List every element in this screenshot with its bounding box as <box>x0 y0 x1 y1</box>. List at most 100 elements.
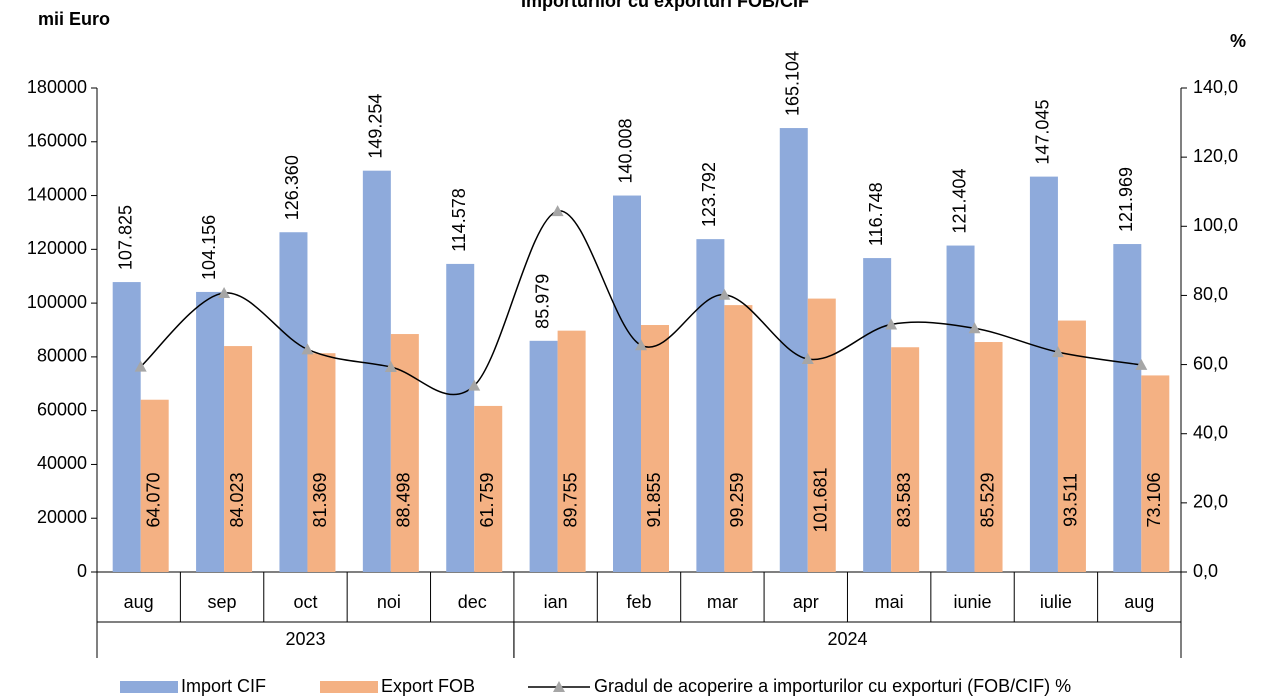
x-tick-label: oct <box>293 592 317 612</box>
bar <box>613 195 641 572</box>
bar <box>946 245 975 572</box>
data-label: 85.529 <box>977 472 997 527</box>
data-label: 126.360 <box>282 155 302 220</box>
line-marker <box>218 287 231 299</box>
y2-tick-label: 20,0 <box>1193 492 1228 512</box>
y2-tick-label: 60,0 <box>1193 353 1228 373</box>
bar <box>724 305 753 572</box>
data-label: 116.748 <box>866 182 886 246</box>
line-marker <box>635 339 647 351</box>
y-tick-label: 140000 <box>27 184 87 204</box>
data-label: 61.759 <box>477 472 497 527</box>
data-label: 89.755 <box>560 472 580 527</box>
bar <box>474 405 503 572</box>
line-marker <box>384 360 397 372</box>
bar <box>279 232 308 572</box>
data-label: 81.369 <box>310 472 330 527</box>
data-label: 83.583 <box>894 472 914 527</box>
legend-swatch <box>120 681 178 693</box>
line-marker <box>968 322 981 334</box>
y-tick-label: 160000 <box>27 131 87 151</box>
legend-label: Import CIF <box>181 676 266 696</box>
data-label: 88.498 <box>394 472 414 527</box>
data-label: 114.578 <box>449 188 469 252</box>
data-label: 107.825 <box>115 205 135 270</box>
legend-label: Export FOB <box>381 676 475 696</box>
y2-axis-title: % <box>1230 31 1246 51</box>
bar <box>1141 375 1170 572</box>
data-label: 123.792 <box>699 162 719 227</box>
bar <box>307 353 336 572</box>
bar <box>641 325 669 572</box>
x-tick-label: feb <box>626 592 651 612</box>
data-label: 121.969 <box>1116 167 1136 232</box>
data-label: 84.023 <box>227 472 247 527</box>
bar <box>529 340 558 572</box>
data-label: 147.045 <box>1033 100 1053 165</box>
legend-marker <box>553 681 565 692</box>
line-marker <box>301 343 314 355</box>
data-label: 104.156 <box>199 215 219 280</box>
bar <box>557 330 586 572</box>
x-tick-label: aug <box>124 592 154 612</box>
y-tick-label: 100000 <box>27 292 87 312</box>
y-axis-title: mii Euro <box>38 9 110 29</box>
legend-label: Gradul de acoperire a importurilor cu ex… <box>594 676 1071 696</box>
x-tick-label: sep <box>208 592 237 612</box>
data-label: 85.979 <box>532 274 552 329</box>
data-label: 93.511 <box>1061 473 1081 527</box>
data-label: 91.855 <box>644 472 664 527</box>
y-tick-label: 0 <box>77 561 87 581</box>
bar <box>1057 320 1086 572</box>
line-marker <box>718 288 731 300</box>
x-tick-label: apr <box>793 592 819 612</box>
x-tick-label: dec <box>458 592 487 612</box>
bar <box>891 347 920 572</box>
x-tick-label: mai <box>875 592 904 612</box>
y2-tick-label: 80,0 <box>1193 284 1228 304</box>
group-label: 2023 <box>285 629 325 649</box>
bar <box>196 291 225 572</box>
legend-swatch <box>320 681 378 693</box>
y2-tick-label: 120,0 <box>1193 146 1238 166</box>
line-marker <box>1051 346 1064 358</box>
data-label: 149.254 <box>366 94 386 159</box>
bar <box>140 399 169 572</box>
x-tick-label: iunie <box>954 592 992 612</box>
x-tick-label: ian <box>544 592 568 612</box>
line-marker <box>885 318 898 330</box>
x-tick-label: mar <box>707 592 738 612</box>
line-marker <box>1135 358 1148 370</box>
bar <box>807 298 836 572</box>
y-tick-label: 180000 <box>27 77 87 97</box>
data-label: 121.404 <box>949 168 969 233</box>
line-marker <box>801 353 814 365</box>
x-tick-label: noi <box>377 592 401 612</box>
y-tick-label: 120000 <box>27 238 87 258</box>
x-tick-label: aug <box>1124 592 1154 612</box>
bar <box>974 342 1003 572</box>
data-label: 73.106 <box>1144 472 1164 527</box>
y-tick-label: 40000 <box>37 453 87 473</box>
bar <box>863 258 892 572</box>
data-label: 101.681 <box>811 467 831 532</box>
data-label: 140.008 <box>616 118 636 183</box>
bar <box>112 282 141 572</box>
y2-tick-label: 0,0 <box>1193 561 1218 581</box>
x-tick-label: iulie <box>1040 592 1072 612</box>
bar <box>446 263 475 572</box>
group-label: 2024 <box>827 629 867 649</box>
bar <box>1113 244 1142 572</box>
y-tick-label: 60000 <box>37 399 87 419</box>
line-marker <box>551 205 564 217</box>
y-tick-label: 20000 <box>37 507 87 527</box>
bar <box>779 128 808 572</box>
bar <box>696 239 725 572</box>
bar <box>390 334 419 572</box>
bar <box>224 346 253 572</box>
y2-tick-label: 140,0 <box>1193 77 1238 97</box>
line-marker <box>468 379 481 391</box>
y2-tick-label: 100,0 <box>1193 215 1238 235</box>
data-label: 64.070 <box>143 472 163 527</box>
